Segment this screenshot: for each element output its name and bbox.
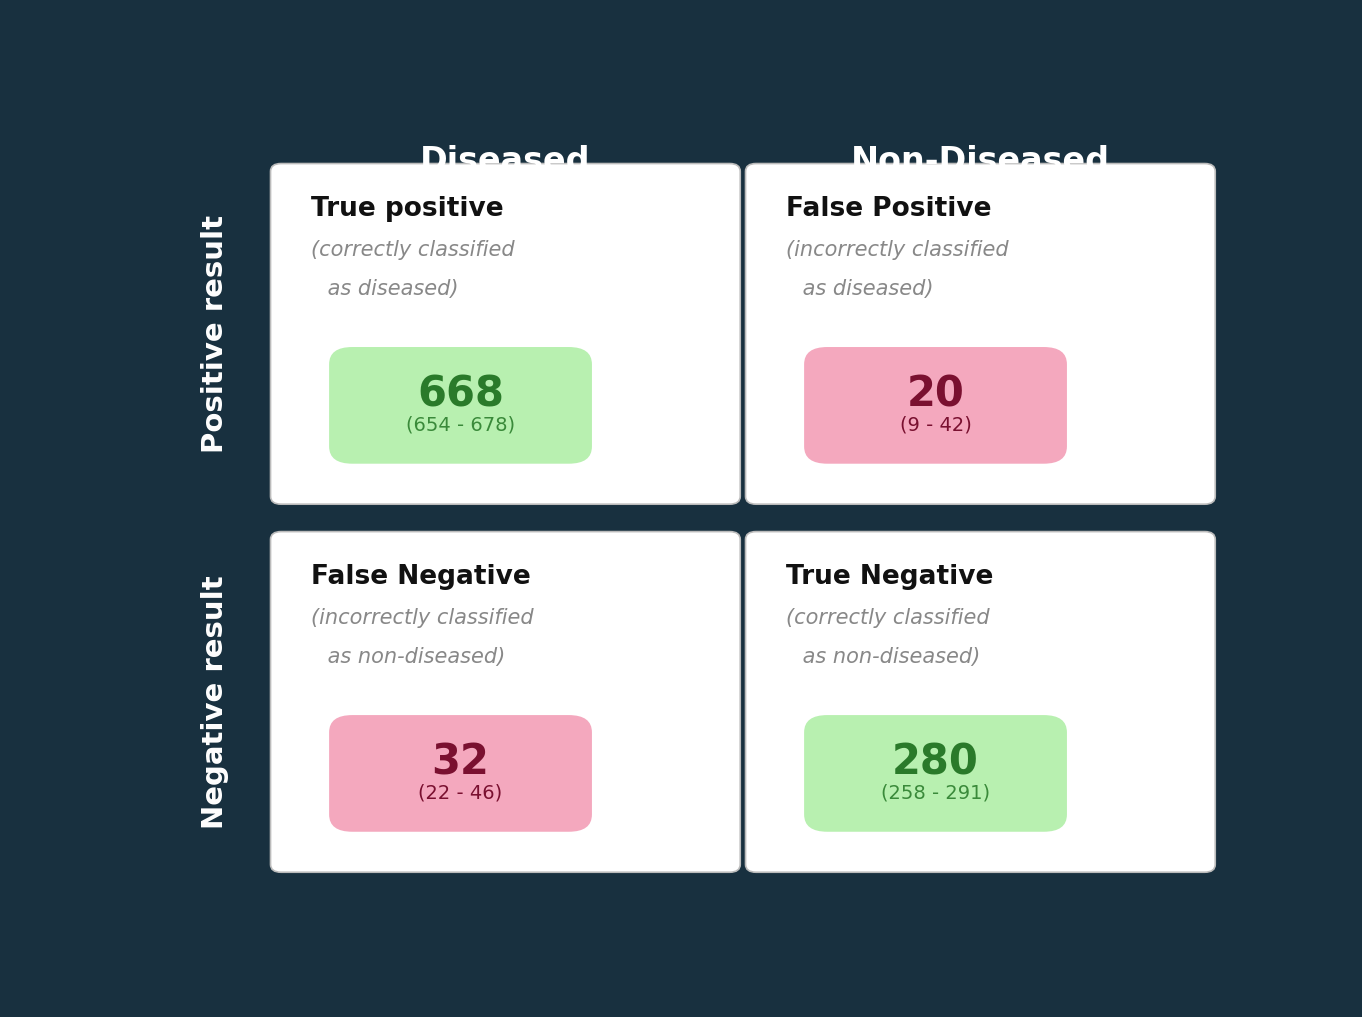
FancyBboxPatch shape — [271, 532, 741, 873]
Text: (258 - 291): (258 - 291) — [881, 783, 990, 802]
Text: Negative result: Negative result — [200, 575, 229, 829]
Text: Non-Diseased: Non-Diseased — [851, 144, 1110, 178]
Text: as non-diseased): as non-diseased) — [321, 648, 505, 667]
Text: 280: 280 — [892, 741, 979, 783]
Text: False Positive: False Positive — [786, 196, 992, 223]
Text: as diseased): as diseased) — [797, 280, 934, 299]
FancyBboxPatch shape — [745, 164, 1215, 504]
Text: True Negative: True Negative — [786, 564, 993, 591]
Text: False Negative: False Negative — [311, 564, 530, 591]
Text: (incorrectly classified: (incorrectly classified — [311, 608, 534, 629]
FancyBboxPatch shape — [745, 532, 1215, 873]
Text: Diseased: Diseased — [419, 144, 591, 178]
Text: (9 - 42): (9 - 42) — [899, 415, 971, 434]
Text: as diseased): as diseased) — [321, 280, 459, 299]
FancyBboxPatch shape — [330, 715, 592, 832]
Text: (correctly classified: (correctly classified — [786, 608, 989, 629]
FancyBboxPatch shape — [271, 164, 741, 504]
FancyBboxPatch shape — [804, 347, 1066, 464]
Text: 668: 668 — [417, 373, 504, 415]
Text: (22 - 46): (22 - 46) — [418, 783, 503, 802]
Text: 20: 20 — [907, 373, 964, 415]
Text: Positive result: Positive result — [200, 215, 229, 453]
Text: (incorrectly classified: (incorrectly classified — [786, 240, 1008, 260]
Text: as non-diseased): as non-diseased) — [797, 648, 981, 667]
Text: 32: 32 — [432, 741, 489, 783]
Text: (654 - 678): (654 - 678) — [406, 415, 515, 434]
FancyBboxPatch shape — [330, 347, 592, 464]
Text: (correctly classified: (correctly classified — [311, 240, 515, 260]
FancyBboxPatch shape — [804, 715, 1066, 832]
Text: True positive: True positive — [311, 196, 504, 223]
